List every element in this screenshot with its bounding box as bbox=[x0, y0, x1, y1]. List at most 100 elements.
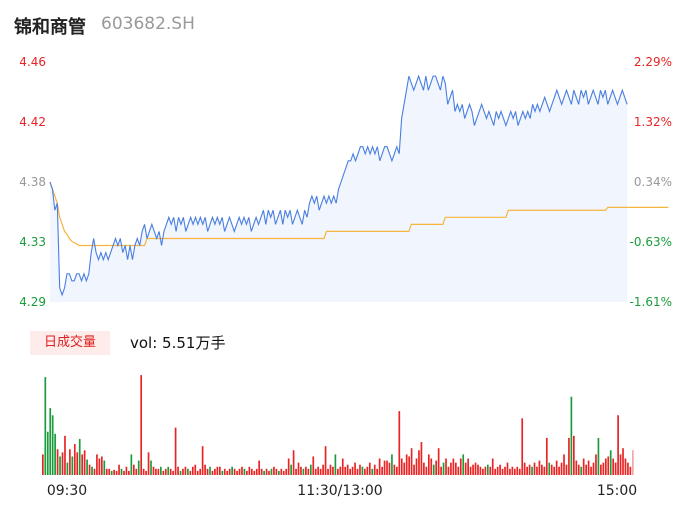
volume-bar bbox=[177, 466, 179, 475]
volume-bar bbox=[204, 464, 206, 475]
volume-bar bbox=[504, 466, 506, 475]
volume-bar bbox=[160, 466, 162, 475]
volume-bar bbox=[93, 468, 96, 475]
volume-bar bbox=[258, 460, 261, 475]
volume-bar bbox=[174, 427, 177, 475]
volume-bar bbox=[371, 468, 374, 475]
volume-bar bbox=[558, 466, 560, 475]
volume-bar bbox=[457, 466, 460, 475]
volume-bar bbox=[464, 462, 467, 475]
volume-bar bbox=[393, 464, 396, 475]
volume-bar bbox=[482, 468, 484, 475]
volume-bar bbox=[432, 464, 435, 475]
volume-bar bbox=[300, 466, 302, 475]
volume-bar bbox=[514, 468, 516, 475]
volume-bar bbox=[255, 468, 258, 475]
volume-bar bbox=[142, 468, 145, 475]
volume-bar bbox=[179, 470, 182, 475]
volume-bar bbox=[403, 462, 406, 475]
volume-bar bbox=[78, 438, 81, 475]
volume-bar bbox=[246, 470, 248, 475]
volume-bar bbox=[420, 442, 423, 475]
volume-bar bbox=[423, 462, 425, 475]
volume-bar bbox=[484, 466, 487, 475]
volume-bar bbox=[238, 468, 241, 475]
volume-bar bbox=[619, 454, 622, 475]
volume-bar bbox=[140, 375, 143, 475]
volume-bar bbox=[118, 464, 120, 475]
volume-bar bbox=[349, 468, 351, 475]
volume-bar bbox=[248, 466, 251, 475]
volume-bar bbox=[214, 468, 216, 475]
volume-bar bbox=[602, 462, 605, 475]
volume-bar bbox=[231, 466, 233, 475]
volume-bar bbox=[494, 468, 497, 475]
volume-bar bbox=[430, 458, 433, 475]
volume-bar bbox=[595, 454, 597, 475]
volume-bar bbox=[462, 454, 465, 475]
volume-bar bbox=[91, 466, 93, 475]
volume-bar bbox=[145, 470, 147, 475]
volume-bar bbox=[351, 466, 354, 475]
volume-bar bbox=[152, 466, 155, 475]
volume-bar bbox=[96, 454, 98, 475]
volume-bar bbox=[359, 464, 361, 475]
volume-bar bbox=[356, 468, 359, 475]
volume-bar bbox=[98, 458, 101, 475]
volume-bar bbox=[132, 464, 135, 475]
y-tick-left: 4.38 bbox=[19, 175, 46, 189]
volume-bar bbox=[260, 468, 263, 475]
volume-bar bbox=[632, 450, 634, 475]
x-tick-label: 15:00 bbox=[597, 483, 637, 499]
volume-bar bbox=[418, 450, 420, 475]
volume-bar bbox=[565, 464, 568, 475]
volume-bar bbox=[337, 468, 339, 475]
volume-bar bbox=[110, 470, 113, 475]
y-tick-right: 0.34% bbox=[634, 175, 672, 189]
volume-bar bbox=[312, 456, 315, 475]
volume-bar bbox=[187, 468, 189, 475]
volume-bar bbox=[408, 456, 410, 475]
volume-bar bbox=[49, 408, 52, 475]
volume-bar bbox=[388, 462, 391, 475]
volume-bar bbox=[46, 431, 49, 475]
volume-bar bbox=[228, 468, 231, 475]
volume-bar bbox=[600, 464, 602, 475]
volume-bar bbox=[499, 464, 501, 475]
volume-bar bbox=[236, 470, 238, 475]
volume-bar bbox=[575, 460, 578, 475]
volume-bar bbox=[69, 449, 71, 475]
volume-bar bbox=[282, 470, 285, 475]
volume-bar bbox=[339, 466, 342, 475]
volume-bar bbox=[543, 466, 546, 475]
volume-bar bbox=[56, 449, 59, 475]
volume-bar bbox=[329, 464, 332, 475]
avg-price-line bbox=[49, 181, 669, 247]
volume-bar bbox=[455, 462, 457, 475]
volume-bar bbox=[472, 464, 474, 475]
volume-bar bbox=[275, 468, 278, 475]
volume-bar bbox=[167, 466, 170, 475]
volume-bar bbox=[415, 458, 418, 475]
volume-bar bbox=[509, 468, 511, 475]
volume-bar bbox=[386, 460, 388, 475]
volume-bar bbox=[130, 454, 133, 475]
x-tick-label: 09:30 bbox=[47, 483, 87, 499]
volume-bar bbox=[103, 460, 106, 475]
volume-bar bbox=[538, 460, 541, 475]
volume-bar bbox=[413, 464, 415, 475]
volume-bar bbox=[44, 377, 47, 475]
volume-bar bbox=[425, 466, 428, 475]
volume-bar bbox=[511, 466, 514, 475]
volume-bar bbox=[629, 466, 632, 475]
volume-bar bbox=[344, 466, 347, 475]
volume-bar bbox=[541, 464, 543, 475]
volume-bar bbox=[285, 468, 288, 475]
volume-bar bbox=[125, 466, 128, 475]
volume-bar bbox=[290, 464, 292, 475]
volume-bar bbox=[305, 466, 307, 475]
volume-bar bbox=[278, 470, 280, 475]
volume-bar bbox=[233, 468, 236, 475]
volume-bar bbox=[400, 458, 403, 475]
